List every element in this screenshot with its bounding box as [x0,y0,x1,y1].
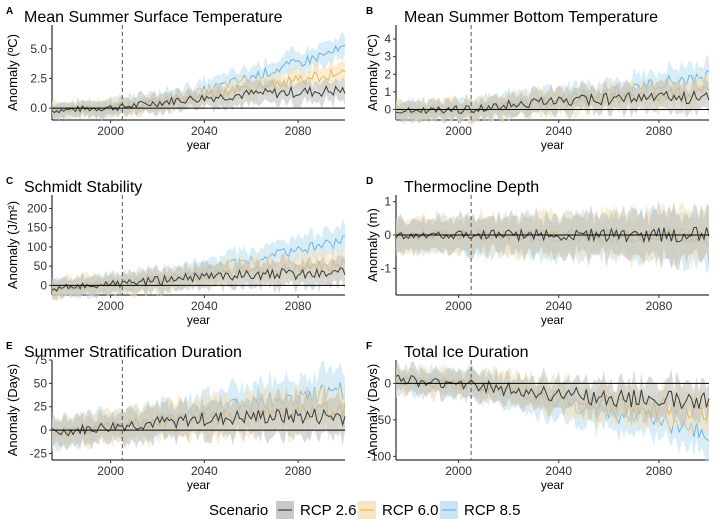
y-tick-label: 25 [34,400,48,414]
panel-letter: F [366,341,372,352]
y-tick-label: 0 [384,102,391,116]
x-tick-label: 2040 [191,299,218,313]
panel-c: C Schmidt Stability 0 50 100 150 200 2000 2040 20… [5,176,346,327]
y-tick-label: 1 [384,195,391,209]
series-line-rcp-2-6 [51,408,346,437]
series-line-rcp-2-6 [395,90,710,115]
panel-title: Summer Stratification Duration [24,344,242,361]
panel-letter: D [366,176,373,187]
y-tick-label: 50 [34,259,48,273]
y-tick-label: 2.5 [30,71,47,85]
x-tick-label: 2080 [285,124,312,138]
series-line-rcp-2-6 [395,374,710,410]
y-tick-label: 150 [27,221,47,235]
y-tick-label: 0.0 [30,101,47,115]
y-axis-label: Anomaly (Days) [5,364,20,456]
y-tick-label: -25 [30,446,48,460]
y-tick-label: 5.0 [30,42,47,56]
x-tick-label: 2000 [97,464,124,478]
y-tick-label: 3 [384,50,391,64]
panel-letter: C [6,176,13,187]
x-tick-label: 2040 [191,124,218,138]
series-band-rcp-2-6 [52,75,345,122]
legend-label: RCP 2.6 [300,502,356,519]
y-tick-label: 0 [384,228,391,242]
x-axis-label: year [541,313,564,327]
x-axis-label: year [187,138,210,152]
x-tick-label: 2080 [646,299,673,313]
panel-letter: B [366,6,373,17]
y-tick-label: 100 [27,240,47,254]
y-axis-label: Anomaly (ºC) [5,34,20,111]
legend-label: RCP 8.5 [464,502,520,519]
panel-letter: E [6,341,13,352]
y-tick-label: -50 [374,413,392,427]
series-band-rcp-2-6 [396,361,709,429]
x-tick-label: 2000 [445,299,472,313]
legend-title: Scenario [209,502,268,519]
x-axis-label: year [187,478,210,492]
y-tick-label: -100 [367,449,391,463]
panel-letter: A [6,6,13,17]
x-axis-label: year [187,313,210,327]
legend: Scenario RCP 2.6 RCP 6.0 RCP 8.5 [209,501,520,519]
y-tick-label: 50 [34,376,48,390]
x-tick-label: 2000 [97,299,124,313]
x-tick-label: 2040 [545,124,572,138]
x-tick-label: 2000 [445,124,472,138]
panel-title: Schmidt Stability [24,179,142,196]
x-tick-label: 2040 [191,464,218,478]
legend-item-rcp-8-5: RCP 8.5 [440,501,520,519]
x-tick-label: 2000 [445,464,472,478]
x-tick-label: 2040 [545,464,572,478]
y-axis-label: Anomaly (Days) [365,364,380,456]
x-tick-label: 2000 [97,124,124,138]
x-axis-label: year [541,478,564,492]
y-tick-label: 1 [384,85,391,99]
y-tick-label: 4 [384,32,391,46]
legend-label: RCP 6.0 [382,502,438,519]
panel-title: Mean Summer Bottom Temperature [404,9,658,26]
x-tick-label: 2080 [646,124,673,138]
panel-d: D Thermocline Depth -1 0 1 2000 2040 2080 year An… [365,176,710,327]
series-line-rcp-2-6 [51,85,346,114]
panel-b: B Mean Summer Bottom Temperature 0 1 2 3 4 2000… [365,6,710,152]
legend-item-rcp-2-6: RCP 2.6 [276,501,356,519]
legend-item-rcp-6-0: RCP 6.0 [358,501,438,519]
series-band-rcp-2-6 [52,386,345,451]
y-tick-label: 0 [384,376,391,390]
y-tick-label: 2 [384,67,391,81]
x-axis-label: year [541,138,564,152]
panel-title: Thermocline Depth [404,179,539,196]
x-tick-label: 2080 [646,464,673,478]
x-tick-label: 2080 [285,464,312,478]
y-tick-label: 0 [40,423,47,437]
y-axis-label: Anomaly (ºC) [365,34,380,111]
series-band-rcp-2-6 [396,74,709,124]
x-tick-label: 2080 [285,299,312,313]
x-tick-label: 2040 [545,299,572,313]
y-axis-label: Anomaly (m) [365,208,380,282]
y-tick-label: 0 [40,278,47,292]
y-axis-label: Anomaly (J/m²) [5,201,20,289]
panel-f: F Total Ice Duration 0 -50 -100 2000 2040 2080 y… [365,341,710,492]
panel-a: A Mean Summer Surface Temperature 0.0 2.5 5.… [5,6,346,152]
panel-title: Mean Summer Surface Temperature [24,9,283,26]
y-tick-label: 200 [27,201,47,215]
y-tick-label: -1 [380,261,391,275]
panel-e: E Summer Stratification Duration -25 0 25 50 7… [5,341,346,492]
panel-title: Total Ice Duration [404,344,529,361]
y-tick-label: 75 [34,353,48,367]
